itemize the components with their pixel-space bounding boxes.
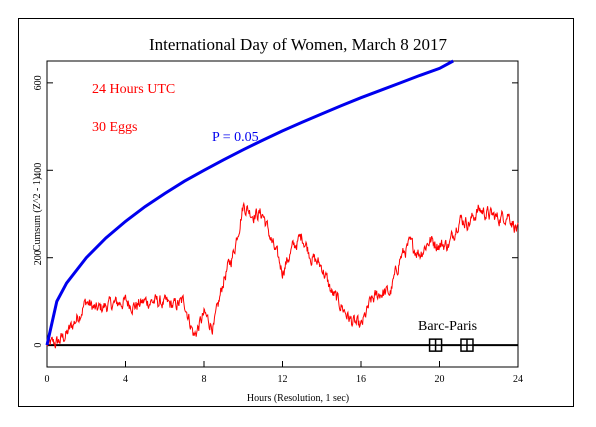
y-tick-label: 200 bbox=[33, 250, 44, 265]
x-tick-label: 12 bbox=[278, 374, 288, 385]
event-marker bbox=[460, 338, 474, 352]
event-markers bbox=[428, 338, 474, 352]
annotation-probability: P = 0.05 bbox=[212, 130, 259, 145]
y-tick-label: 400 bbox=[33, 163, 44, 178]
tick-labels: 0 4 8 12 16 20 24 0 200 400 600 bbox=[33, 75, 523, 385]
x-tick-label: 4 bbox=[123, 374, 128, 385]
chart-frame bbox=[18, 18, 574, 407]
event-marker bbox=[428, 338, 443, 352]
x-tick-label: 20 bbox=[435, 374, 445, 385]
x-tick-label: 0 bbox=[45, 374, 50, 385]
x-axis-label: Hours (Resolution, 1 sec) bbox=[247, 393, 349, 404]
annotation-eggs: 30 Eggs bbox=[92, 120, 138, 135]
y-tick-label: 600 bbox=[33, 75, 44, 90]
x-tick-label: 24 bbox=[513, 374, 523, 385]
probability-envelope-line bbox=[45, 59, 454, 346]
y-tick-label: 0 bbox=[33, 343, 44, 348]
cumsum-series-line bbox=[46, 201, 519, 349]
annotation-event: Barc-Paris bbox=[418, 319, 477, 334]
x-tick-label: 16 bbox=[356, 374, 366, 385]
y-axis-label: Cumsum (Z^2 - 1) bbox=[32, 177, 43, 251]
annotation-duration: 24 Hours UTC bbox=[92, 82, 175, 97]
chart-title: International Day of Women, March 8 2017 bbox=[149, 35, 448, 54]
x-tick-label: 8 bbox=[202, 374, 207, 385]
